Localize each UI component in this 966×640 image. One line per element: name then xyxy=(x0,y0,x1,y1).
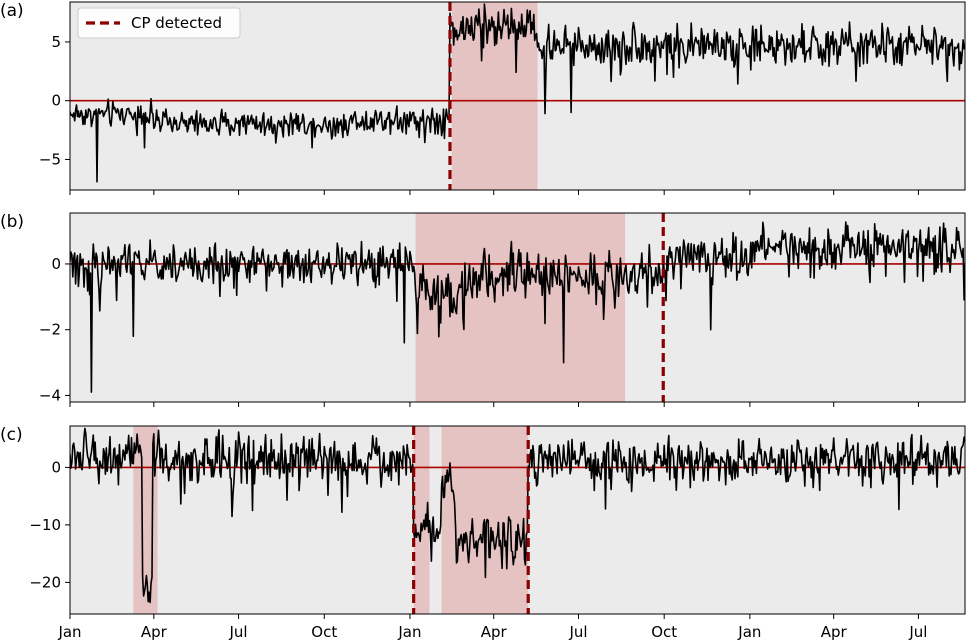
plot-frame xyxy=(69,1,966,191)
x-tick-label: Apr xyxy=(141,623,168,640)
x-tick-label: Jan xyxy=(397,623,421,640)
series-line xyxy=(70,3,965,183)
x-tick-label: Apr xyxy=(481,623,508,640)
x-tick-label: Jul xyxy=(568,623,587,640)
plot-frame xyxy=(69,212,966,403)
shaded-region xyxy=(415,213,626,402)
x-tick-label: Jul xyxy=(908,623,927,640)
y-tick-label: −20 xyxy=(29,573,61,591)
y-tick-label: 5 xyxy=(51,33,61,51)
y-tick-label: −2 xyxy=(39,321,61,339)
y-tick-label: 0 xyxy=(51,458,61,476)
y-tick-label: −4 xyxy=(39,386,61,404)
panel-1: −5 0 5 (a) CP detected xyxy=(0,1,966,195)
panel-2: −4 −2 0 (b) xyxy=(0,212,966,407)
series-line xyxy=(70,427,965,604)
x-tick-label: Oct xyxy=(651,623,677,640)
y-tick-label: 0 xyxy=(51,255,61,273)
x-tick-label: Oct xyxy=(311,623,337,640)
panel-label: (a) xyxy=(0,1,24,21)
x-tick-label: Jan xyxy=(737,623,761,640)
y-tick-label: −10 xyxy=(29,516,61,534)
shaded-region xyxy=(413,426,430,614)
y-tick-label: 0 xyxy=(51,92,61,110)
panel-3: −20 −10 0 (c) xyxy=(0,425,966,619)
x-tick-label: Apr xyxy=(821,623,848,640)
legend: CP detected xyxy=(77,7,241,39)
x-tick-label: Jan xyxy=(57,623,81,640)
panel-label: (c) xyxy=(0,425,23,445)
series-line xyxy=(70,221,965,393)
y-tick-label: −5 xyxy=(39,150,61,168)
legend-label: CP detected xyxy=(131,14,222,32)
plot-frame xyxy=(69,425,966,615)
panel-label: (b) xyxy=(0,212,24,232)
x-tick-label: Jul xyxy=(229,623,248,640)
